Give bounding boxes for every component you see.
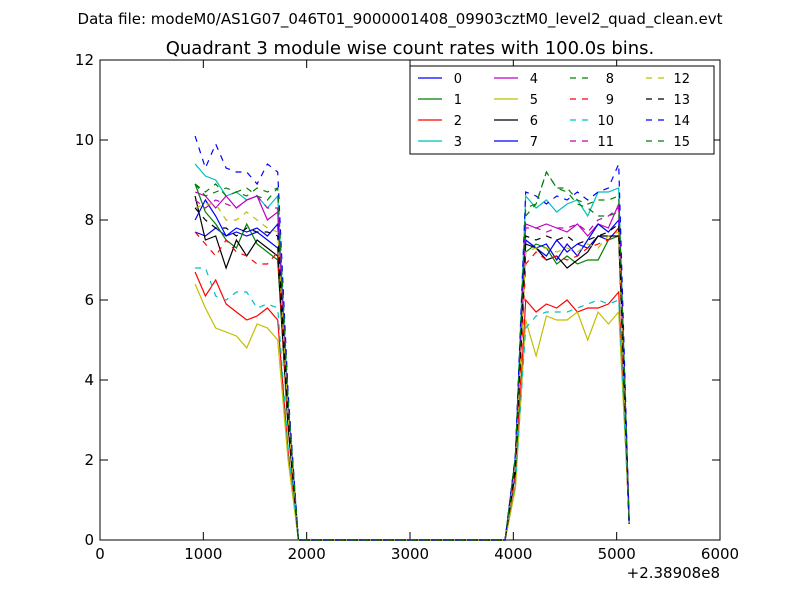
legend-label-13: 13 [673, 93, 690, 108]
legend-label-14: 14 [673, 114, 690, 129]
legend-label-9: 9 [606, 93, 614, 108]
legend-label-5: 5 [530, 93, 538, 108]
legend-frame [409, 65, 715, 155]
x-tick-label: 2000 [288, 545, 326, 563]
x-tick-label: 3000 [391, 545, 429, 563]
legend-label-10: 10 [597, 114, 614, 129]
legend-label-6: 6 [530, 114, 538, 129]
series-lines [194, 135, 630, 541]
figure-suptitle: Data file: modeM0/AS1G07_046T01_90000014… [78, 10, 723, 29]
chart-title: Quadrant 3 module wise count rates with … [166, 38, 655, 59]
legend-label-7: 7 [530, 135, 538, 150]
series-line-12 [194, 203, 630, 541]
legend-label-8: 8 [606, 72, 614, 87]
x-tick-label: 4000 [494, 545, 532, 563]
y-tick-label: 2 [84, 451, 94, 469]
y-tick-label: 6 [84, 291, 94, 309]
legend-label-1: 1 [454, 93, 462, 108]
legend-label-2: 2 [454, 114, 462, 129]
y-tick-label: 4 [84, 371, 94, 389]
x-tick-label: 5000 [598, 545, 636, 563]
series-line-15 [194, 170, 630, 541]
legend-label-15: 15 [673, 135, 690, 150]
y-tick-label: 0 [84, 531, 94, 549]
y-tick-label: 12 [75, 51, 94, 69]
legend-label-0: 0 [454, 72, 462, 87]
legend-label-12: 12 [673, 72, 690, 87]
y-tick-label: 8 [84, 211, 94, 229]
series-line-10 [195, 267, 630, 541]
y-tick-label: 10 [75, 131, 94, 149]
legend-label-4: 4 [530, 72, 538, 87]
x-axis-offset-label: +2.38908e8 [627, 564, 720, 582]
legend-label-3: 3 [454, 135, 462, 150]
legend-label-11: 11 [597, 135, 614, 150]
x-tick-label: 6000 [701, 545, 739, 563]
x-tick-label: 0 [95, 545, 105, 563]
x-tick-label: 1000 [184, 545, 222, 563]
